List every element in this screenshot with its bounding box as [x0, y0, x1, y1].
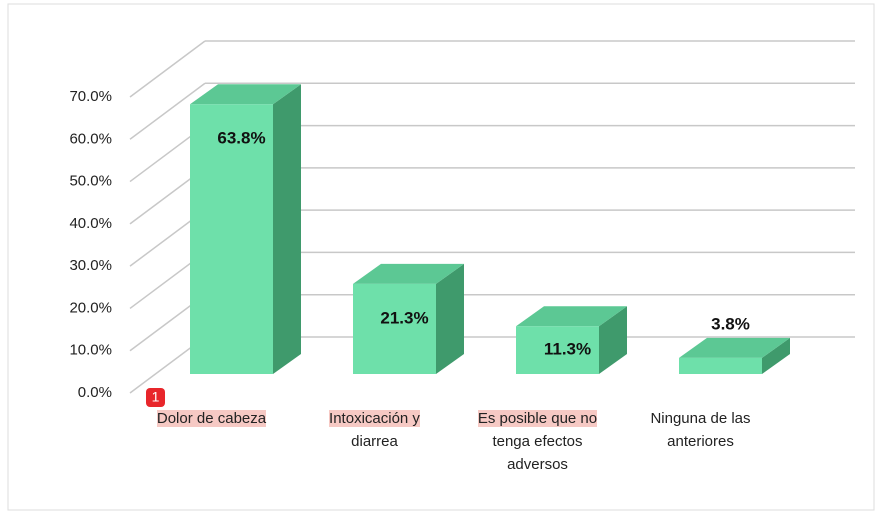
bar-side — [273, 84, 301, 375]
y-tick-label: 70.0% — [69, 88, 112, 105]
value-label: 3.8% — [711, 314, 750, 333]
grid-line — [129, 82, 206, 140]
y-tick-label: 20.0% — [69, 299, 112, 316]
bar-front — [516, 326, 599, 374]
x-tick-label: Intoxicación y diarrea — [329, 410, 420, 450]
bar — [190, 84, 301, 375]
bar-top — [353, 263, 464, 284]
bar-side — [762, 337, 790, 374]
bar-side — [599, 306, 627, 374]
y-tick-label: 10.0% — [69, 342, 112, 359]
badge — [146, 388, 165, 407]
bar — [353, 263, 464, 374]
y-tick-label: 30.0% — [69, 257, 112, 274]
bar-front — [679, 357, 762, 374]
frame — [7, 3, 875, 511]
y-tick-label: 0.0% — [78, 384, 112, 401]
badge-label: 1 — [152, 389, 160, 405]
bar-top — [516, 306, 627, 327]
bar-front — [353, 283, 436, 374]
y-tick-label: 40.0% — [69, 215, 112, 232]
grid-line — [129, 40, 206, 98]
x-tick-label: Es posible que no tenga efectos adversos — [477, 410, 598, 473]
bar-front — [190, 104, 273, 375]
value-label: 63.8% — [217, 129, 265, 148]
bar-side — [436, 263, 464, 374]
value-label: 11.3% — [544, 340, 591, 359]
bar-top — [190, 84, 301, 105]
x-tick-label: Ninguna de las anteriores — [650, 410, 751, 450]
y-tick-label: 50.0% — [69, 173, 112, 190]
bar — [679, 337, 790, 374]
bar-top — [679, 337, 790, 358]
x-tick-label: Dolor de cabeza — [156, 410, 267, 427]
value-label: 21.3% — [380, 308, 428, 327]
bar — [516, 306, 627, 374]
y-tick-label: 60.0% — [69, 130, 112, 147]
